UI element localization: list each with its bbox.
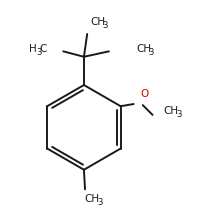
Text: 3: 3 <box>148 48 154 57</box>
Text: 3: 3 <box>97 198 103 207</box>
Text: 3: 3 <box>176 110 182 119</box>
Text: CH: CH <box>85 194 100 204</box>
Text: H: H <box>29 44 37 54</box>
Text: 3: 3 <box>37 48 42 57</box>
Text: CH: CH <box>136 44 151 54</box>
Text: 3: 3 <box>103 21 108 30</box>
Text: CH: CH <box>90 17 106 27</box>
Text: O: O <box>141 89 149 99</box>
Text: CH: CH <box>164 106 179 116</box>
Text: C: C <box>40 44 47 54</box>
